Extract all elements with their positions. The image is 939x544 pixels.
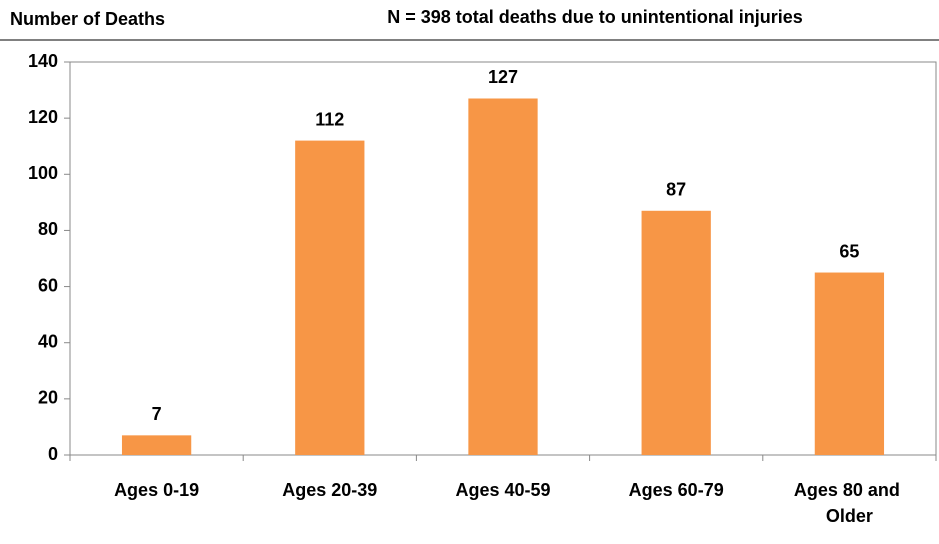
- y-axis-label: Number of Deaths: [10, 9, 165, 29]
- y-tick-label: 60: [38, 275, 58, 295]
- data-label: 7: [152, 404, 162, 424]
- bar: [814, 272, 885, 455]
- bar: [641, 210, 711, 455]
- y-tick-label: 140: [28, 51, 58, 71]
- data-label: 87: [666, 180, 686, 200]
- y-tick-label: 40: [38, 331, 58, 351]
- y-tick-label: 120: [28, 107, 58, 127]
- x-tick-label: Ages 20-39: [282, 480, 377, 500]
- data-label: 112: [315, 109, 344, 129]
- chart-title: N = 398 total deaths due to unintentiona…: [387, 7, 803, 27]
- x-tick-label: Ages 60-79: [629, 480, 724, 500]
- data-label: 65: [839, 241, 859, 261]
- x-tick-label: Ages 0-19: [114, 480, 199, 500]
- x-tick-label: Ages 40-59: [455, 480, 550, 500]
- x-tick-label: Ages 80 and Older: [794, 480, 905, 526]
- bar: [468, 98, 538, 455]
- y-tick-label: 0: [48, 444, 58, 464]
- bar: [295, 140, 365, 455]
- y-tick-label: 20: [38, 388, 58, 408]
- y-tick-label: 80: [38, 219, 58, 239]
- y-tick-label: 100: [28, 163, 58, 183]
- data-label: 127: [488, 67, 518, 87]
- bar: [121, 435, 192, 455]
